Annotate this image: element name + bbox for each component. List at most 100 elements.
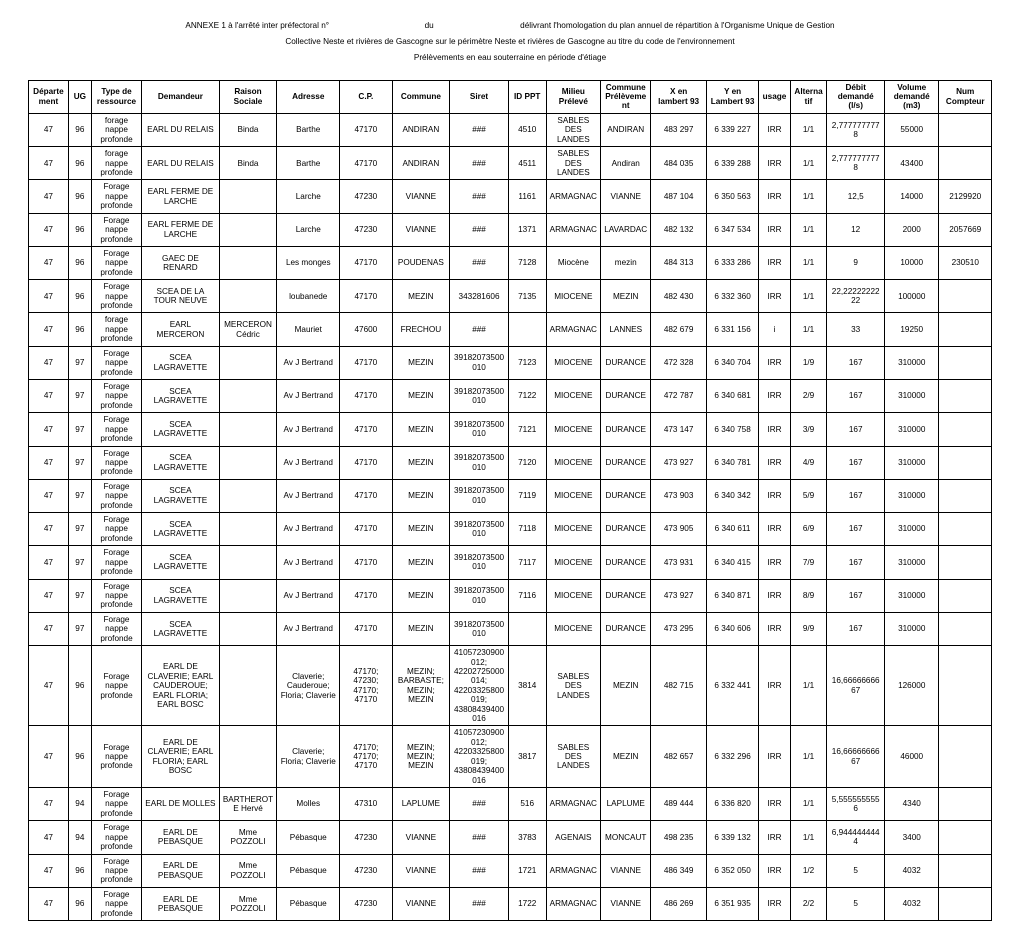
- table-cell: Av J Bertrand: [277, 612, 340, 645]
- table-cell: Forage nappe profonde: [91, 280, 141, 313]
- column-header: Type de ressource: [91, 80, 141, 113]
- table-cell: 2,7777777778: [827, 147, 885, 180]
- table-cell: MIOCENE: [546, 413, 600, 446]
- table-cell: 310000: [885, 346, 939, 379]
- table-cell: 1/1: [790, 213, 827, 246]
- table-cell: [219, 513, 277, 546]
- table-cell: 97: [68, 446, 91, 479]
- table-cell: [219, 213, 277, 246]
- table-cell: 47600: [340, 313, 392, 346]
- table-cell: ###: [450, 854, 509, 887]
- table-cell: 47: [29, 147, 69, 180]
- table-cell: 5/9: [790, 479, 827, 512]
- table-cell: MIOCENE: [546, 546, 600, 579]
- table-cell: 96: [68, 726, 91, 788]
- table-cell: 167: [827, 579, 885, 612]
- table-cell: 516: [508, 788, 546, 821]
- hdr-a: ANNEXE 1 à l'arrêté inter préfectoral n°: [185, 21, 329, 30]
- table-cell: 4510: [508, 113, 546, 146]
- table-cell: [508, 612, 546, 645]
- table-cell: 482 715: [651, 646, 707, 726]
- table-cell: 7135: [508, 280, 546, 313]
- table-cell: EARL DE PEBASQUE: [142, 854, 220, 887]
- table-cell: 6 340 758: [706, 413, 758, 446]
- data-table: DépartementUGType de ressourceDemandeurR…: [28, 80, 992, 921]
- table-cell: Forage nappe profonde: [91, 887, 141, 920]
- table-cell: MEZIN; MEZIN; MEZIN: [392, 726, 450, 788]
- table-cell: 94: [68, 788, 91, 821]
- table-cell: [219, 479, 277, 512]
- table-cell: 482 132: [651, 213, 707, 246]
- table-cell: 6,9444444444: [827, 821, 885, 854]
- table-cell: 310000: [885, 546, 939, 579]
- table-cell: 96: [68, 313, 91, 346]
- table-cell: [939, 579, 992, 612]
- column-header: Siret: [450, 80, 509, 113]
- table-cell: Pébasque: [277, 854, 340, 887]
- table-cell: Forage nappe profonde: [91, 246, 141, 279]
- table-cell: 12: [827, 213, 885, 246]
- table-cell: 310000: [885, 579, 939, 612]
- table-cell: 473 147: [651, 413, 707, 446]
- table-cell: 343281606: [450, 280, 509, 313]
- table-cell: MEZIN: [392, 413, 450, 446]
- table-cell: 7120: [508, 446, 546, 479]
- table-cell: Barthe: [277, 113, 340, 146]
- table-cell: 1/1: [790, 821, 827, 854]
- table-cell: 96: [68, 180, 91, 213]
- table-cell: 1/1: [790, 113, 827, 146]
- table-cell: 310000: [885, 513, 939, 546]
- table-cell: 47: [29, 280, 69, 313]
- table-cell: IRR: [759, 788, 790, 821]
- table-cell: IRR: [759, 646, 790, 726]
- table-cell: [508, 313, 546, 346]
- table-cell: 39182073500010: [450, 346, 509, 379]
- table-cell: 1/1: [790, 313, 827, 346]
- table-body: 4796forage nappe profondeEARL DU RELAISB…: [29, 113, 992, 920]
- table-cell: 47170: [340, 446, 392, 479]
- table-cell: 6 340 781: [706, 446, 758, 479]
- table-cell: 1/1: [790, 147, 827, 180]
- table-cell: 2,7777777778: [827, 113, 885, 146]
- table-cell: 482 430: [651, 280, 707, 313]
- table-cell: EARL DE PEBASQUE: [142, 821, 220, 854]
- table-cell: 47: [29, 612, 69, 645]
- table-cell: 6 350 563: [706, 180, 758, 213]
- table-cell: MEZIN: [392, 579, 450, 612]
- table-cell: 7119: [508, 479, 546, 512]
- table-cell: 97: [68, 612, 91, 645]
- table-cell: DURANCE: [601, 612, 651, 645]
- table-cell: Av J Bertrand: [277, 579, 340, 612]
- table-cell: 97: [68, 379, 91, 412]
- table-cell: MEZIN: [392, 612, 450, 645]
- table-cell: 310000: [885, 612, 939, 645]
- table-header-row: DépartementUGType de ressourceDemandeurR…: [29, 80, 992, 113]
- table-cell: ###: [450, 788, 509, 821]
- table-cell: [219, 579, 277, 612]
- table-cell: Claverie; Floria; Claverie: [277, 726, 340, 788]
- table-row: 4797Forage nappe profondeSCEA LAGRAVETTE…: [29, 612, 992, 645]
- table-cell: Forage nappe profonde: [91, 612, 141, 645]
- table-cell: 4340: [885, 788, 939, 821]
- table-cell: Forage nappe profonde: [91, 726, 141, 788]
- table-cell: [939, 280, 992, 313]
- table-cell: Forage nappe profonde: [91, 546, 141, 579]
- table-cell: LAPLUME: [392, 788, 450, 821]
- table-cell: 3783: [508, 821, 546, 854]
- table-cell: MEZIN: [392, 280, 450, 313]
- table-cell: MEZIN; BARBASTE; MEZIN; MEZIN: [392, 646, 450, 726]
- table-cell: Mme POZZOLI: [219, 821, 277, 854]
- table-cell: 47: [29, 113, 69, 146]
- table-cell: [939, 446, 992, 479]
- table-cell: 484 313: [651, 246, 707, 279]
- table-cell: MEZIN: [392, 346, 450, 379]
- table-cell: EARL FERME DE LARCHE: [142, 180, 220, 213]
- table-cell: 47: [29, 646, 69, 726]
- table-cell: 7123: [508, 346, 546, 379]
- table-cell: 487 104: [651, 180, 707, 213]
- table-cell: Barthe: [277, 147, 340, 180]
- table-cell: Claverie; Cauderoue; Floria; Claverie: [277, 646, 340, 726]
- table-cell: 3817: [508, 726, 546, 788]
- table-cell: [939, 313, 992, 346]
- table-cell: 167: [827, 379, 885, 412]
